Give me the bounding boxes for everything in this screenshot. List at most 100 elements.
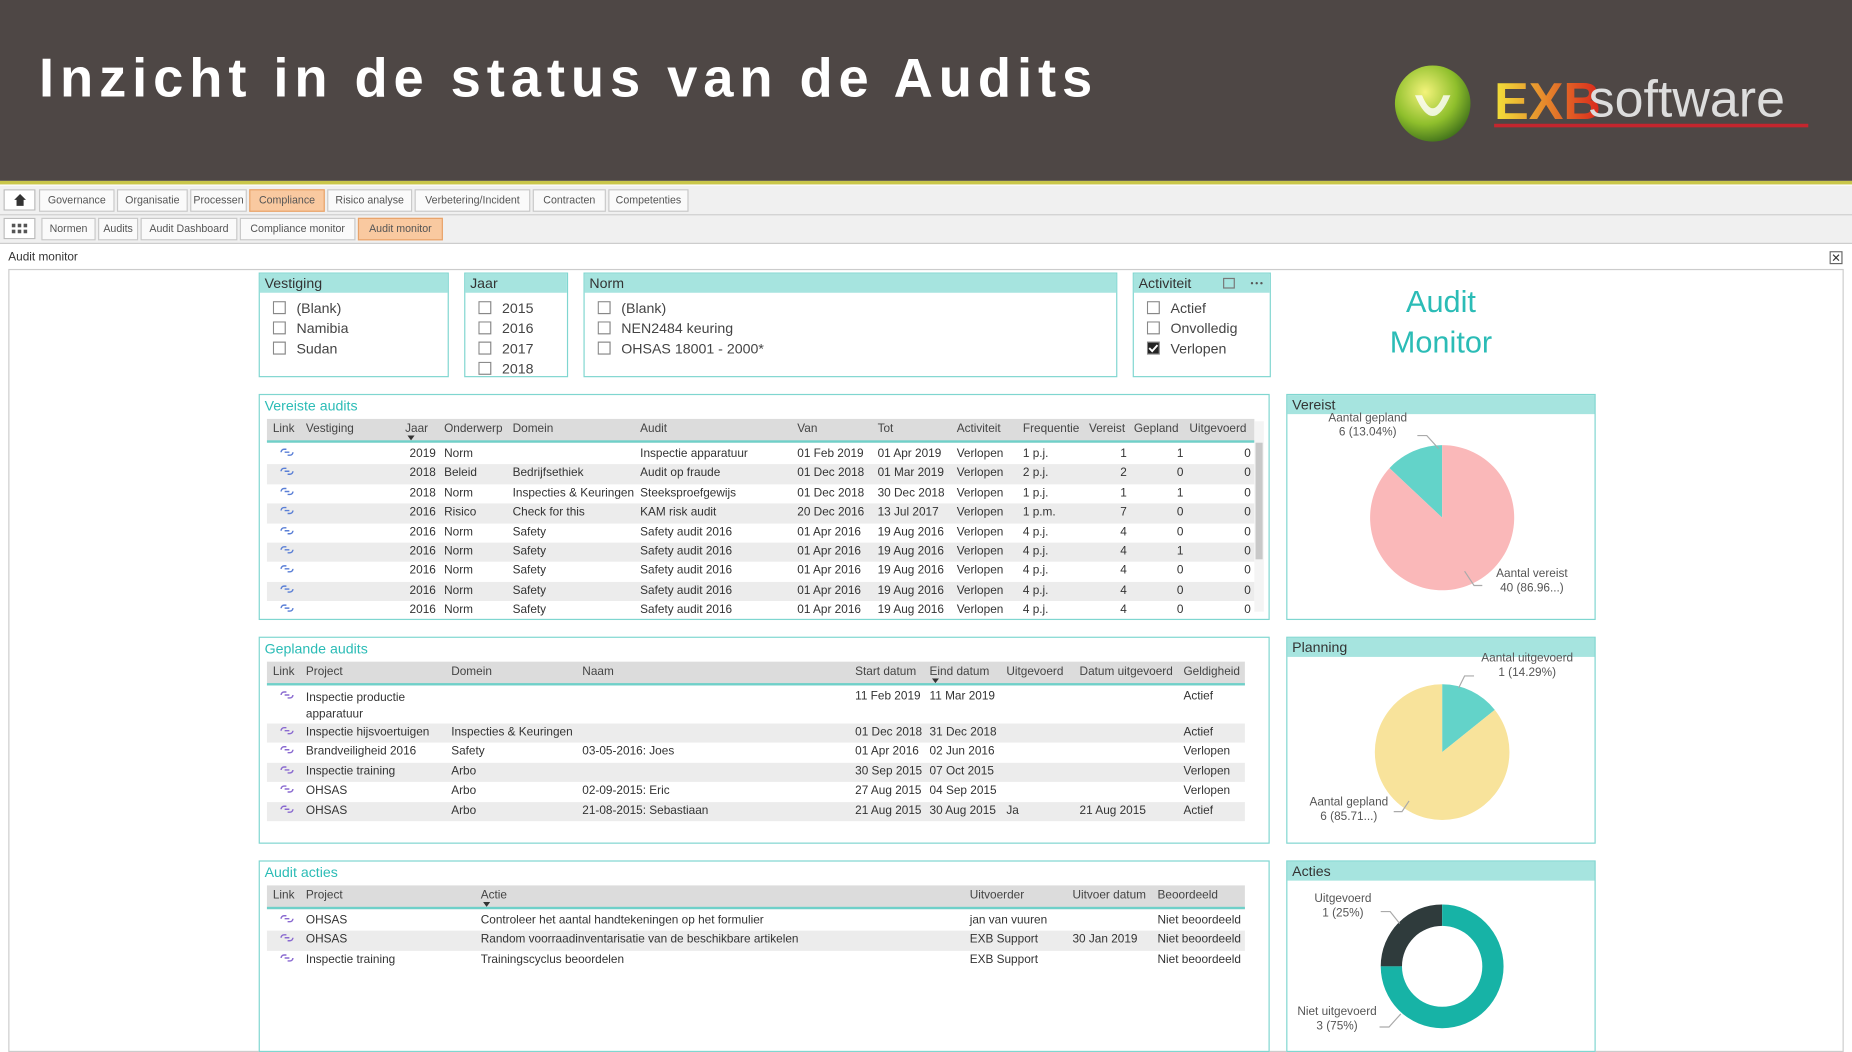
- table-cell: 01 Dec 2018: [797, 466, 865, 481]
- link-icon[interactable]: [280, 745, 294, 755]
- table-cell: 2016: [409, 525, 436, 539]
- link-icon[interactable]: [280, 784, 294, 794]
- slicer-item[interactable]: Onvolledig: [1170, 320, 1238, 337]
- chart-header: [1287, 637, 1595, 657]
- home-button[interactable]: [3, 189, 37, 211]
- checkbox[interactable]: [478, 321, 492, 335]
- checkbox[interactable]: [597, 321, 612, 335]
- checkbox[interactable]: [272, 301, 287, 315]
- table-cell: Verlopen: [1183, 745, 1231, 759]
- slicer-item[interactable]: OHSAS 18001 - 2000*: [621, 340, 764, 358]
- table-cell: 2 p.j.: [1022, 466, 1049, 481]
- nav-tab[interactable]: Audits: [98, 217, 139, 241]
- logo-figure: [1414, 95, 1451, 117]
- table-cell: 0: [1244, 564, 1251, 578]
- slicer-item[interactable]: (Blank): [296, 299, 342, 317]
- link-icon[interactable]: [280, 584, 294, 594]
- slicer-title: Vestiging: [264, 274, 323, 292]
- nav-tab[interactable]: Normen: [41, 217, 96, 241]
- table-cell: Niet beoordeeld: [1157, 933, 1241, 947]
- table-cell: 0: [1244, 525, 1251, 539]
- link-icon[interactable]: [280, 604, 294, 614]
- slicer-item[interactable]: Actief: [1170, 299, 1206, 317]
- column-header: Uitvoer datum: [1072, 888, 1146, 903]
- column-header: Domein: [451, 665, 492, 679]
- slicer-item[interactable]: 2017: [501, 340, 534, 358]
- slice: [1380, 904, 1443, 967]
- apps-button[interactable]: [3, 217, 37, 240]
- nav-tab[interactable]: Organisatie: [116, 189, 188, 212]
- table-cell: 13 Jul 2017: [877, 505, 939, 520]
- link-glyph: [280, 585, 294, 593]
- slice: [1442, 684, 1495, 753]
- slicer-item[interactable]: Sudan: [296, 340, 338, 358]
- nav-tab[interactable]: Audit monitor: [357, 217, 443, 241]
- leader-line: [1458, 675, 1475, 689]
- link-icon[interactable]: [280, 765, 294, 775]
- dashboard-title-line: Audit: [1405, 283, 1476, 319]
- link-icon[interactable]: [280, 467, 294, 477]
- header-bar: [0, 0, 1852, 181]
- link-icon[interactable]: [280, 726, 294, 736]
- nav-tab[interactable]: Audit Dashboard: [140, 217, 238, 241]
- table-panel: Vereiste audits Link Vestiging Jaar Onderwer…: [258, 393, 1270, 621]
- nav-tab[interactable]: Verbetering/Incident: [414, 189, 531, 212]
- slicer-header: [465, 273, 567, 293]
- checkbox[interactable]: [478, 301, 492, 315]
- link-icon[interactable]: [280, 690, 294, 700]
- slicer-item[interactable]: 2016: [501, 320, 534, 337]
- table-cell: 0: [1244, 505, 1251, 520]
- slicer-item[interactable]: Namibia: [296, 320, 349, 337]
- table-cell: 4 p.j.: [1022, 564, 1049, 578]
- table-title: Vereiste audits: [264, 397, 358, 415]
- checkbox[interactable]: [478, 361, 492, 376]
- table-cell: 2016: [409, 505, 436, 520]
- checkbox[interactable]: [1146, 301, 1161, 315]
- link-icon[interactable]: [280, 804, 294, 814]
- link-icon[interactable]: [280, 953, 294, 963]
- checkbox[interactable]: [272, 321, 287, 335]
- nav-tab[interactable]: Processen: [190, 189, 247, 212]
- link-icon[interactable]: [280, 506, 294, 516]
- slice-value: 40 (86.96...): [1500, 580, 1564, 594]
- checkbox[interactable]: [1146, 341, 1161, 356]
- checkbox[interactable]: [597, 301, 612, 315]
- sort-arrow-shape: [483, 902, 491, 907]
- link-glyph: [280, 526, 294, 534]
- table-header: [266, 418, 1255, 443]
- column-header: Uitvoerder: [969, 888, 1025, 903]
- nav-tab[interactable]: Contracten: [532, 189, 606, 212]
- dashboard-title: Audit Monitor: [1323, 281, 1559, 362]
- close-button[interactable]: [1829, 251, 1844, 265]
- slicer-item[interactable]: Verlopen: [1170, 340, 1227, 358]
- link-icon[interactable]: [280, 526, 294, 536]
- sort-arrow: [931, 678, 939, 684]
- nav-tab[interactable]: Compliance: [249, 189, 325, 212]
- column-header: Vereist: [1088, 422, 1126, 436]
- table-cell: Norm: [444, 603, 473, 617]
- link-icon[interactable]: [280, 447, 294, 457]
- checkbox[interactable]: [478, 341, 492, 356]
- link-icon[interactable]: [280, 933, 294, 943]
- table-cell: 1: [1176, 447, 1184, 461]
- nav-tab[interactable]: Risico analyse: [327, 189, 413, 212]
- checkbox[interactable]: [1146, 321, 1161, 335]
- slicer-tools[interactable]: [1221, 276, 1268, 290]
- table-cell: Beleid: [444, 466, 477, 481]
- link-icon[interactable]: [280, 565, 294, 575]
- nav-tab[interactable]: Compliance monitor: [239, 217, 356, 241]
- link-icon[interactable]: [280, 486, 294, 496]
- slicer-item[interactable]: 2018: [501, 360, 534, 378]
- link-icon[interactable]: [280, 914, 294, 924]
- table-cell: 03-05-2016: Joes: [582, 745, 675, 759]
- checkbox[interactable]: [272, 341, 287, 356]
- slicer-item[interactable]: NEN2484 keuring: [621, 320, 734, 337]
- table-cell: 4 p.j.: [1022, 584, 1049, 598]
- nav-tab[interactable]: Competenties: [608, 189, 689, 212]
- slicer-item[interactable]: (Blank): [621, 299, 667, 317]
- nav-tab[interactable]: Governance: [38, 189, 115, 212]
- link-icon[interactable]: [280, 545, 294, 555]
- slicer-item[interactable]: 2015: [501, 299, 534, 317]
- table-cell: Safety: [512, 564, 547, 578]
- checkbox[interactable]: [597, 341, 612, 356]
